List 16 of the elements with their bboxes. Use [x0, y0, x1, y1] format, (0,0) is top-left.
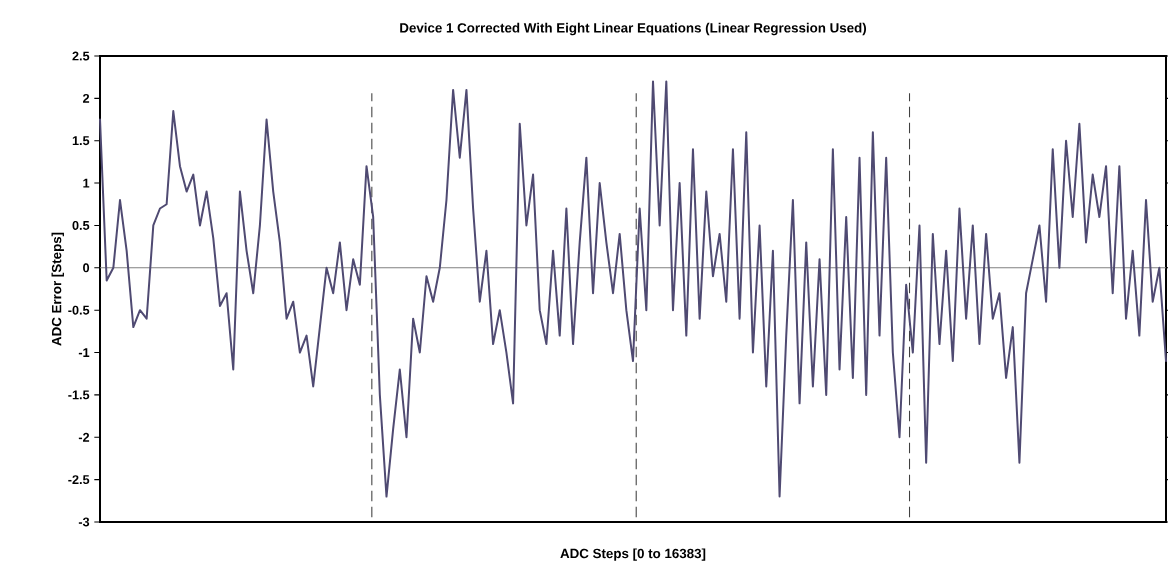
y-tick-label: 1 — [83, 178, 90, 188]
line-series — [99, 80, 1167, 498]
y-tick-label: -1.5 — [68, 390, 90, 400]
y-tick-label: -0.5 — [68, 305, 90, 315]
y-tick-label: 2.5 — [72, 51, 90, 61]
y-tick-label: 0.5 — [72, 220, 90, 230]
y-tick-label: 0 — [83, 263, 90, 273]
y-tick-label: 2 — [83, 93, 90, 103]
y-tick-label: -2 — [78, 432, 90, 442]
chart-title: Device 1 Corrected With Eight Linear Equations (Linear Regression Used) — [400, 22, 867, 36]
y-tick-label: -3 — [78, 517, 90, 527]
x-axis-title: ADC Steps [0 to 16383] — [560, 548, 706, 561]
y-tick-label: 1.5 — [72, 136, 90, 146]
y-tick-label: -2.5 — [68, 475, 90, 485]
y-axis-title: ADC Error [Steps] — [51, 232, 64, 346]
y-tick-label: -1 — [78, 348, 90, 357]
